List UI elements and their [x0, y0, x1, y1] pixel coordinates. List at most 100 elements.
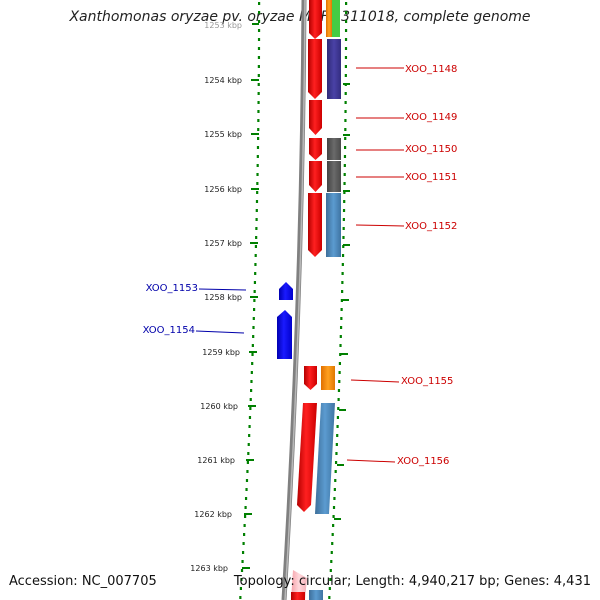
ruler-dot — [257, 56, 261, 59]
ruler-left-dotted — [239, 2, 261, 599]
ruler-dot — [342, 236, 345, 239]
ruler-tick-1257: 1257 kbp — [204, 239, 258, 248]
ruler-dot — [239, 587, 243, 590]
gene-xoo-1155[interactable]: XOO_1155 — [304, 366, 453, 390]
ruler-tick-1261: 1261 kbp — [197, 456, 254, 465]
ruler-right-dotted — [328, 2, 348, 599]
ruler-dot — [255, 200, 259, 203]
ruler-dot — [244, 515, 247, 518]
gene-xoo-1148[interactable]: XOO_1148 — [308, 39, 457, 99]
ruler-dot — [247, 452, 250, 455]
ruler-dot — [250, 371, 253, 374]
ruler-dot — [256, 146, 260, 149]
ruler-dot — [256, 173, 259, 176]
ruler-dot — [239, 596, 242, 599]
ruler-tick-label: 1262 kbp — [194, 510, 232, 519]
ruler-tick-1262: 1262 kbp — [194, 510, 252, 519]
ruler-dot — [251, 362, 254, 365]
ruler-dot — [251, 344, 254, 347]
ruler-dot — [257, 2, 261, 5]
ruler-dot — [253, 290, 256, 293]
ruler-dot — [336, 416, 340, 419]
title: Xanthomonas oryzae pv. oryzae MAFF 31101… — [69, 9, 531, 25]
genome-backbone-highlight — [284, 0, 306, 600]
ruler-dot — [344, 74, 347, 77]
ruler-dot — [241, 560, 244, 563]
gene-xoo-1151[interactable]: XOO_1151 — [309, 161, 457, 192]
ruler-dot — [254, 263, 257, 266]
ruler-dot — [252, 335, 255, 338]
ruler-tick-1256: 1256 kbp — [204, 185, 259, 194]
ruler-dot — [344, 47, 348, 50]
gene-xoo-1156[interactable]: XOO_1156 — [297, 403, 449, 514]
ruler-dot — [257, 65, 260, 68]
ruler-dot — [341, 281, 344, 284]
ruler-dot — [344, 92, 347, 95]
ruler-dot — [339, 326, 343, 329]
ruler-dot — [256, 182, 259, 185]
gene-top-partial-green[interactable] — [332, 0, 340, 37]
ruler-tick-1259: 1259 kbp — [202, 348, 257, 357]
ruler-dot — [343, 191, 346, 194]
gene-xoo-1149[interactable]: XOO_1149 — [309, 100, 457, 135]
ruler-dot — [257, 11, 261, 14]
gene-xoo-1150[interactable]: XOO_1150 — [309, 138, 457, 160]
ruler-dot — [240, 569, 244, 572]
gene-top-partial-orange[interactable] — [326, 0, 332, 37]
ruler-tick-1254: 1254 kbp — [204, 76, 259, 85]
ruler-dot — [329, 569, 332, 572]
ruler-tick-label: 1256 kbp — [204, 185, 242, 194]
ruler-dot — [341, 272, 344, 275]
ruler-dot — [338, 362, 342, 365]
ruler-dot — [338, 371, 341, 374]
ruler-tick-label: 1261 kbp — [197, 456, 235, 465]
ruler-dot — [344, 128, 347, 131]
ruler-dot — [344, 110, 347, 113]
gene-bottom-partial-red[interactable] — [291, 592, 305, 600]
gene-xoo-1153[interactable]: XOO_1153 — [146, 282, 293, 300]
accession-text: Accession: NC_007705 — [9, 574, 157, 589]
ruler-dot — [257, 128, 260, 131]
gene-xoo-1152[interactable]: XOO_1152 — [308, 193, 457, 257]
ruler-dot — [341, 254, 345, 257]
ruler-dot — [257, 20, 261, 23]
ruler-dot — [256, 191, 259, 194]
ruler-dot — [337, 407, 340, 410]
ruler-tick-label: 1255 kbp — [204, 130, 242, 139]
ruler-dot — [344, 65, 348, 68]
ruler-dot — [344, 2, 348, 5]
gene-bottom-partial-steel[interactable] — [309, 590, 323, 600]
ruler-dot — [245, 479, 249, 482]
ruler-dot — [340, 308, 343, 311]
ruler-dot — [331, 533, 334, 536]
ruler-dot — [248, 416, 252, 419]
ruler-dot — [344, 11, 348, 14]
ruler-dot — [342, 218, 345, 221]
ruler-dot — [328, 596, 331, 599]
ruler-tick-1253: 1253 kbp — [204, 21, 259, 30]
ruler-tick-label: 1257 kbp — [204, 239, 242, 248]
ruler-dot — [344, 20, 348, 23]
ruler-tick-label: 1260 kbp — [200, 402, 238, 411]
ruler-dot — [334, 470, 337, 473]
ruler-dot — [244, 497, 248, 500]
ruler-dot — [337, 389, 341, 392]
ruler-tick-label: 1259 kbp — [202, 348, 240, 357]
ruler-dot — [335, 452, 338, 455]
gene-label: XOO_1155 — [401, 376, 453, 387]
ruler-dot — [341, 263, 344, 266]
ruler-dot — [336, 425, 339, 428]
ruler-dot — [331, 542, 334, 545]
ruler-dot — [338, 380, 341, 383]
ruler-dot — [254, 245, 258, 248]
ruler-dot — [256, 155, 259, 158]
ruler-dot — [333, 497, 336, 500]
gene-top-partial-red[interactable] — [309, 0, 322, 39]
ruler-dot — [249, 398, 252, 401]
ruler-dot — [330, 551, 333, 554]
gene-xoo-1154[interactable]: XOO_1154 — [143, 310, 292, 359]
ruler-dot — [257, 137, 260, 140]
ruler-dot — [344, 38, 348, 41]
gene-label: XOO_1148 — [405, 64, 457, 75]
